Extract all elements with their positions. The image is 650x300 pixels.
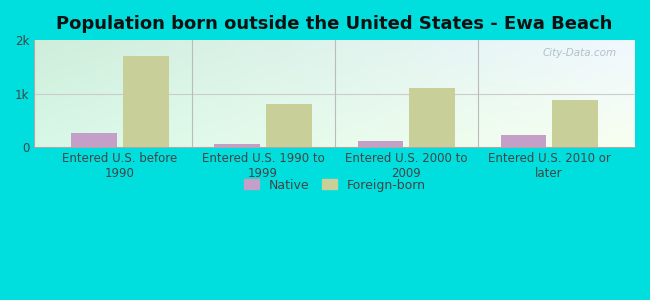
Bar bbox=[500, 135, 546, 147]
Bar bbox=[358, 141, 403, 147]
Text: City-Data.com: City-Data.com bbox=[543, 48, 617, 58]
Bar bbox=[214, 144, 260, 147]
Bar bbox=[409, 88, 455, 147]
Bar bbox=[72, 133, 117, 147]
Bar bbox=[266, 104, 312, 147]
Title: Population born outside the United States - Ewa Beach: Population born outside the United State… bbox=[57, 15, 613, 33]
Bar bbox=[123, 56, 169, 147]
Legend: Native, Foreign-born: Native, Foreign-born bbox=[239, 173, 431, 196]
Bar bbox=[552, 100, 598, 147]
